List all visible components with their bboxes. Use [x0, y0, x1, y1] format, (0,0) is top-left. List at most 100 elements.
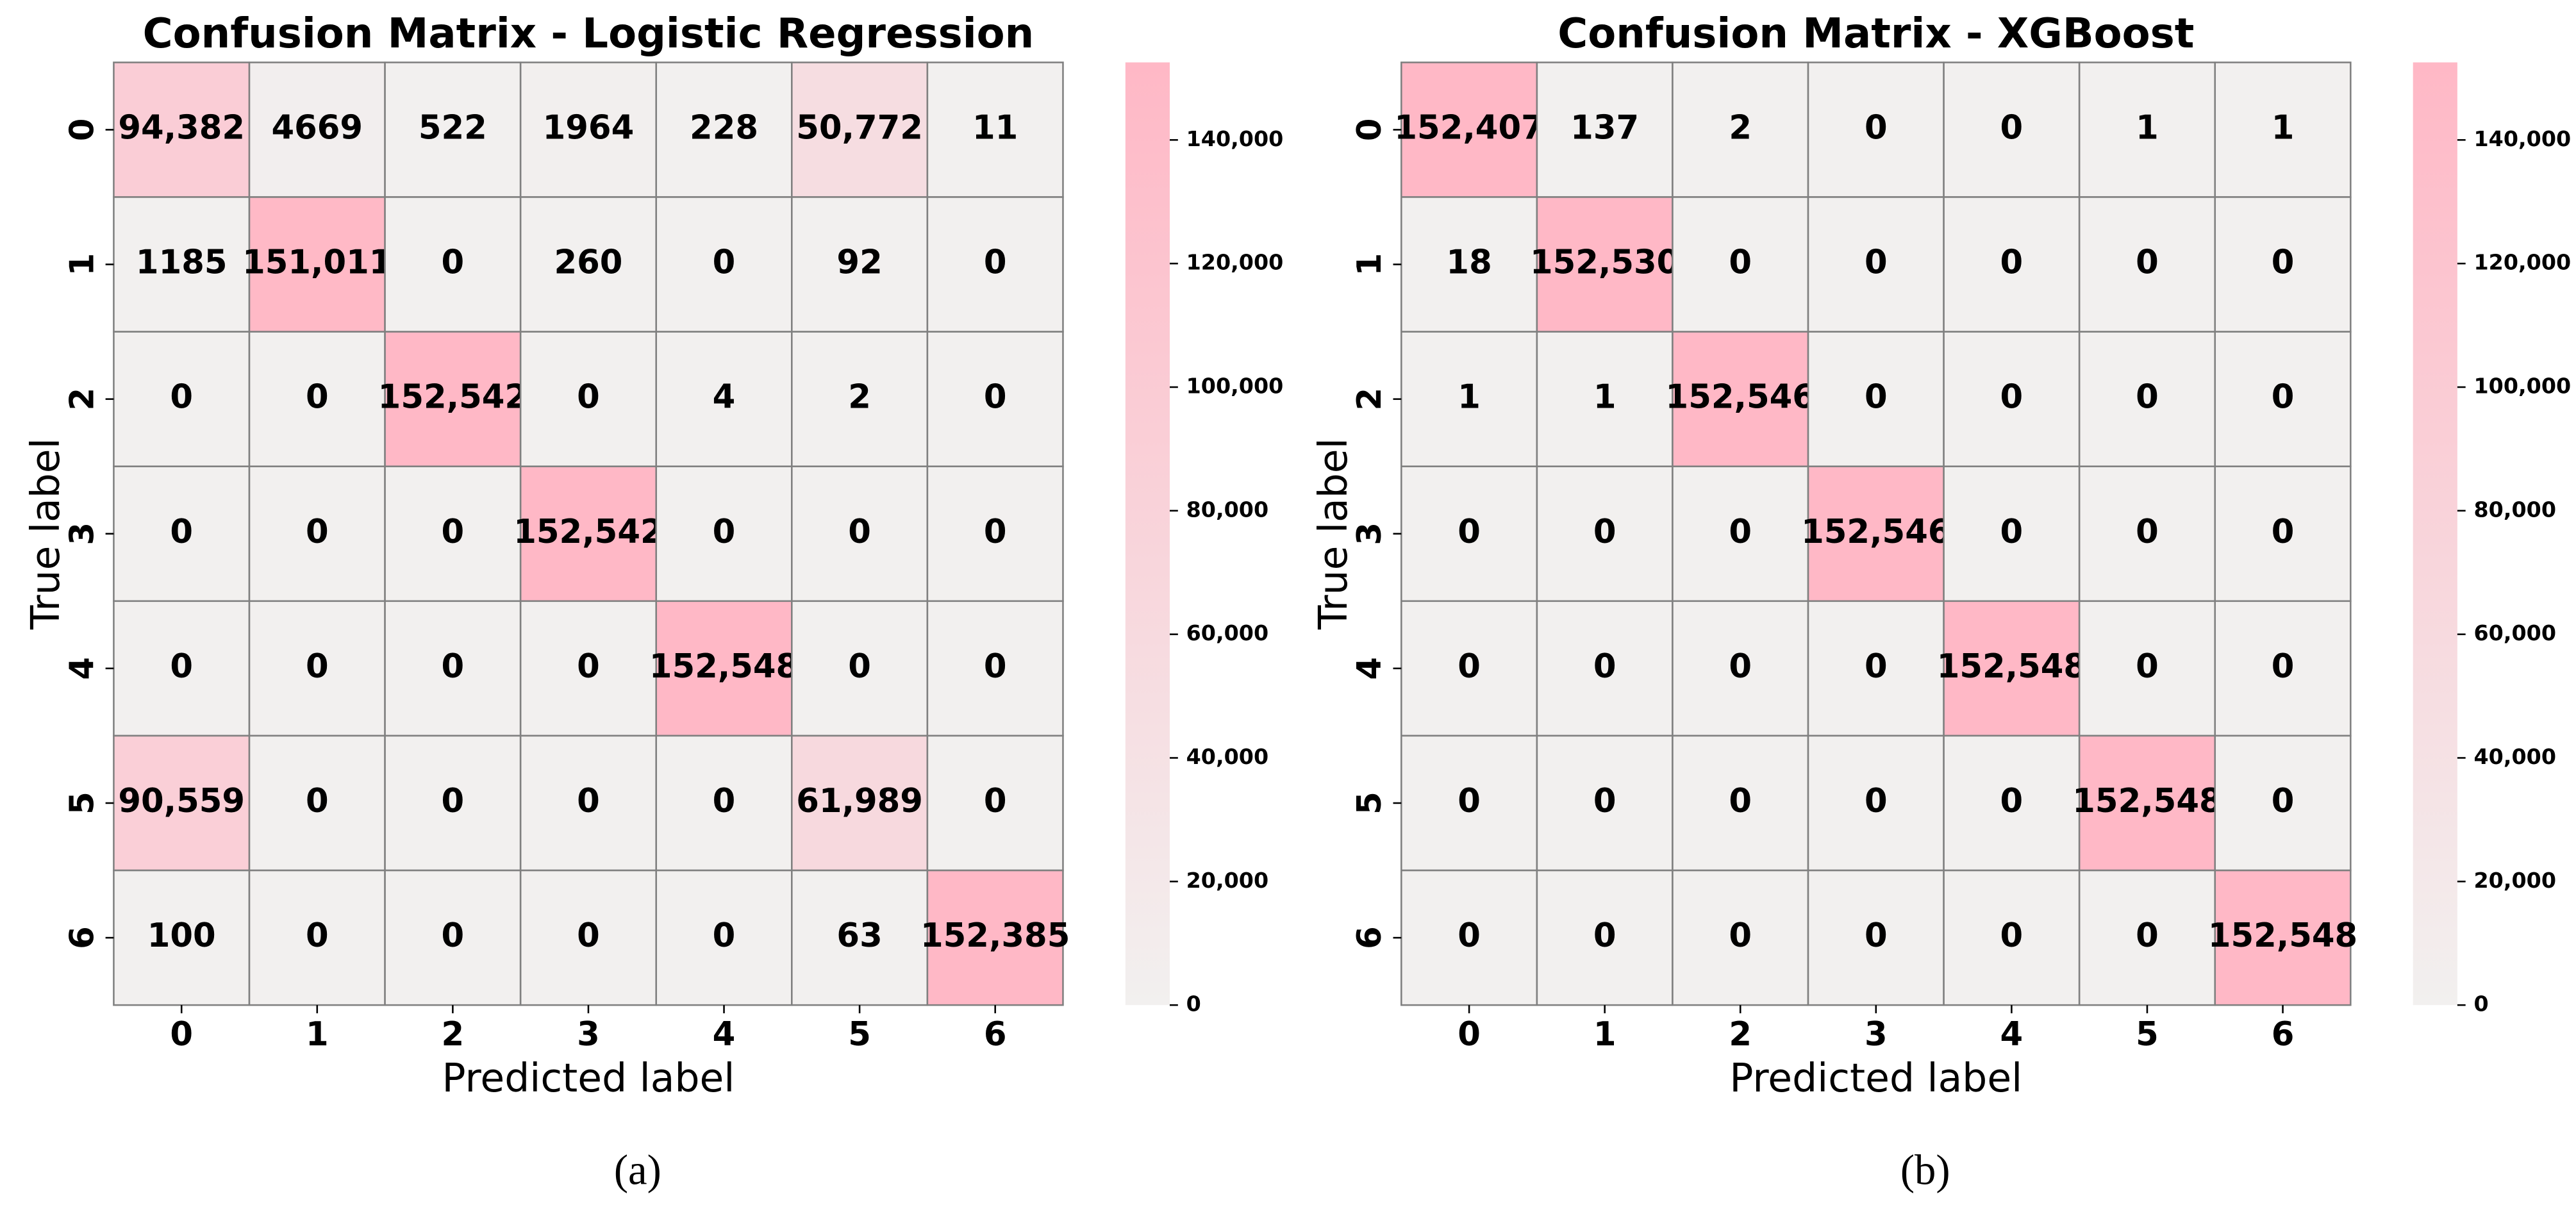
cell-label: 0 [1729, 782, 1752, 820]
cell-label: 0 [2000, 513, 2023, 551]
cell-label: 0 [2000, 108, 2023, 147]
heatmap-cell [791, 465, 929, 602]
heatmap-cell [1400, 600, 1538, 737]
cell-label: 0 [442, 244, 465, 282]
heatmap-cell [791, 62, 929, 198]
x-tick-label: 4 [713, 1015, 736, 1054]
heatmap-cell [791, 196, 929, 333]
heatmap-cell [2214, 600, 2352, 737]
cell-label: 0 [848, 513, 871, 551]
cell-label: 0 [2136, 917, 2159, 955]
heatmap-cell [384, 869, 522, 1006]
cell-label: 0 [577, 782, 600, 820]
cell-label: 2 [1729, 108, 1752, 147]
heatmap-cell [655, 196, 793, 333]
x-tick-label: 2 [442, 1015, 465, 1054]
cell-label: 0 [577, 917, 600, 955]
cell-label: 1 [1458, 378, 1481, 417]
heatmap-cell [2214, 331, 2352, 467]
cell-label: 0 [713, 917, 736, 955]
x-axis-label: Predicted label [1729, 1055, 2022, 1101]
cell-label: 152,407 [1394, 108, 1543, 147]
cell-label: 151,011 [242, 244, 392, 282]
cell-label: 260 [554, 244, 622, 282]
x-tick-label: 0 [170, 1015, 193, 1054]
heatmap-cell [1672, 331, 1809, 467]
heatmap-cell [1943, 62, 2081, 198]
heatmap-cell [113, 465, 251, 602]
cell-label: 152,385 [920, 917, 1070, 955]
x-tick-label: 5 [848, 1015, 871, 1054]
cell-label: 0 [984, 378, 1007, 417]
heatmap-cell [1400, 62, 1538, 198]
cell-label: 100 [147, 917, 216, 955]
cell-label: 0 [170, 378, 193, 417]
colorbar-tick-label: 20,000 [1186, 868, 1269, 893]
y-tick-label: 6 [1350, 926, 1389, 949]
heatmap-cell [2214, 869, 2352, 1006]
heatmap-cell [791, 869, 929, 1006]
cell-label: 0 [1729, 647, 1752, 686]
heatmap-cell [1400, 196, 1538, 333]
cell-label: 522 [419, 108, 487, 147]
cell-label: 4 [713, 378, 736, 417]
colorbar-tick-label: 120,000 [1186, 250, 1284, 275]
heatmap-cell [384, 62, 522, 198]
cell-label: 4669 [271, 108, 363, 147]
cell-label: 18 [1446, 244, 1492, 282]
y-axis-label: True label [1310, 438, 1356, 630]
x-tick-label: 3 [1865, 1015, 1888, 1054]
colorbar-tick-label: 100,000 [1186, 374, 1284, 399]
heatmap-cell [1672, 600, 1809, 737]
colorbar-tick-label: 0 [1186, 992, 1201, 1017]
cell-label: 1 [2136, 108, 2159, 147]
heatmap-cell [1536, 196, 1674, 333]
heatmap-cell [1536, 869, 1674, 1006]
heatmap-cell [384, 600, 522, 737]
cell-label: 0 [1865, 782, 1888, 820]
heatmap-cell [1536, 735, 1674, 872]
cell-label: 0 [1458, 513, 1481, 551]
cell-label: 0 [1593, 917, 1616, 955]
heatmap-cell [248, 62, 386, 198]
cell-label: 0 [2272, 378, 2295, 417]
cell-label: 152,548 [2072, 782, 2222, 820]
heatmap-cell [1943, 331, 2081, 467]
heatmap-cell [519, 465, 658, 602]
colorbar-tick-label: 0 [2474, 992, 2489, 1017]
colorbar-tick-label: 80,000 [1186, 497, 1269, 522]
y-tick-label: 6 [63, 926, 101, 949]
heatmap-cell [926, 465, 1064, 602]
cell-label: 0 [2000, 244, 2023, 282]
colorbar-tick-label: 100,000 [2474, 374, 2572, 399]
cell-label: 0 [713, 782, 736, 820]
heatmap-cell [1400, 331, 1538, 467]
y-tick-label: 0 [1350, 119, 1389, 142]
colorbar-tick-label: 80,000 [2474, 497, 2557, 522]
heatmap-cell [926, 735, 1064, 872]
y-tick-label: 1 [63, 253, 101, 276]
heatmap-cell [926, 869, 1064, 1006]
colorbar-tick-label: 40,000 [2474, 744, 2557, 769]
cell-label: 0 [1865, 244, 1888, 282]
heatmap-cell [1807, 600, 1945, 737]
heatmap-cell [519, 331, 658, 467]
cell-label: 152,546 [1801, 513, 1950, 551]
cell-label: 0 [1458, 647, 1481, 686]
cell-label: 63 [836, 917, 882, 955]
cell-label: 0 [306, 513, 329, 551]
y-axis-label: True label [22, 438, 69, 630]
heatmap-cell [2078, 735, 2216, 872]
subfigure-caption: (a) [614, 1147, 661, 1193]
heatmap-cell [519, 735, 658, 872]
cell-label: 50,772 [796, 108, 923, 147]
heatmap-cell [2078, 196, 2216, 333]
heatmap-cell [2214, 196, 2352, 333]
heatmap-cell [1807, 869, 1945, 1006]
heatmap-cell [519, 62, 658, 198]
y-tick-label: 4 [1350, 657, 1389, 680]
colorbar [2413, 62, 2457, 1006]
cell-label: 0 [1729, 244, 1752, 282]
heatmap-cell [384, 196, 522, 333]
